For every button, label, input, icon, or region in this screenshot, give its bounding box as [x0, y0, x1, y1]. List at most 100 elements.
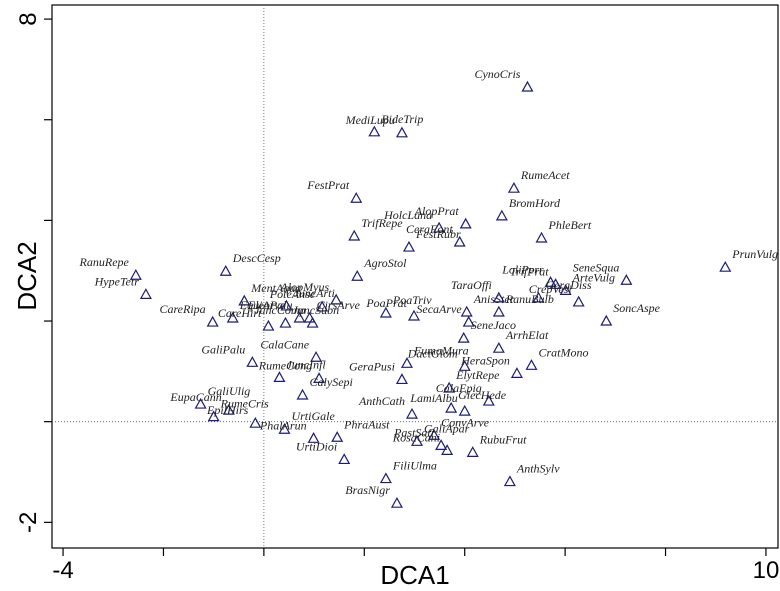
marker	[495, 209, 508, 221]
marker	[207, 410, 220, 422]
point-label: SeneSqua	[573, 260, 620, 274]
marker	[226, 311, 239, 323]
point-label: PoaPrat	[365, 296, 407, 310]
marker	[402, 240, 415, 252]
marker	[219, 264, 232, 276]
marker	[296, 388, 309, 400]
point-label: DescCesp	[232, 251, 281, 265]
marker	[458, 404, 471, 416]
point-label: FestPrat	[306, 178, 350, 192]
point-label: UrtiGale	[291, 409, 335, 423]
marker	[262, 319, 275, 331]
point-label: EpilHirs	[206, 403, 249, 417]
point-label: UrtiDioi	[296, 439, 337, 453]
marker	[433, 221, 446, 233]
marker	[206, 315, 219, 327]
marker	[453, 235, 466, 247]
point-label: CareHirt	[218, 306, 262, 320]
marker	[350, 192, 363, 203]
marker	[445, 401, 458, 413]
point-label: EleoPalu	[247, 298, 293, 312]
marker	[139, 288, 152, 299]
marker	[331, 431, 344, 442]
point-label: FumaMura	[413, 343, 469, 357]
point-label: RubuFrut	[479, 432, 527, 446]
marker	[405, 407, 419, 419]
marker	[395, 126, 408, 138]
point-label: RumeAcet	[520, 168, 570, 182]
point-label: FestRubr	[415, 227, 461, 241]
marker	[279, 316, 292, 328]
marker	[303, 311, 316, 323]
marker	[280, 299, 293, 311]
point-label: EquiArve	[239, 298, 286, 312]
point-label: CratMono	[538, 345, 588, 359]
marker	[503, 475, 516, 487]
marker	[466, 446, 479, 457]
marker	[620, 274, 633, 285]
marker	[572, 295, 585, 307]
point-label: CynoCris	[474, 67, 520, 81]
point-label: PrunVulg	[731, 247, 778, 261]
point-label: ConvArve	[441, 415, 490, 429]
marker	[428, 429, 441, 440]
point-label: LoliPerr	[501, 262, 544, 276]
point-label: AgroStol	[363, 256, 407, 270]
marker	[549, 278, 562, 289]
point-label: GlecHede	[458, 388, 507, 402]
marker	[435, 439, 448, 450]
point-label: SeneJaco	[471, 318, 516, 332]
marker	[441, 444, 454, 455]
marker	[400, 357, 413, 368]
marker	[390, 496, 403, 508]
plot-frame	[51, 4, 779, 549]
point-label: PhraAust	[343, 417, 390, 431]
marker	[368, 125, 381, 137]
marker	[521, 80, 534, 92]
marker	[535, 231, 548, 243]
point-label: BrasNigr	[345, 483, 390, 497]
point-label: CareRipa	[159, 302, 205, 316]
point-label: GaliUlig	[208, 384, 251, 398]
marker	[525, 359, 538, 370]
point-label: SoncAspe	[613, 301, 660, 315]
marker	[410, 435, 424, 446]
point-label: HeraSpon	[460, 353, 510, 367]
point-label: RanuRepe	[79, 255, 130, 269]
point-label: PoteAnse	[269, 287, 316, 301]
point-label: BideTrip	[381, 112, 423, 126]
point-label: AlopPrat	[414, 204, 460, 218]
point-label: HypeTetr	[94, 274, 140, 288]
marker	[462, 315, 475, 327]
point-label: PhleBert	[548, 218, 592, 232]
point-label: ArrhElat	[505, 328, 549, 342]
marker	[559, 284, 572, 295]
point-label: PastSati	[393, 425, 434, 439]
marker	[338, 453, 351, 465]
point-label: JuncInfl	[286, 357, 326, 371]
point-label: CirsArve	[317, 298, 361, 312]
marker	[492, 341, 505, 353]
point-label: CalySepi	[310, 375, 353, 389]
point-label: TaraOffi	[451, 278, 492, 292]
marker	[544, 276, 557, 287]
point-label: ElytRepe	[455, 368, 500, 382]
marker	[316, 300, 329, 312]
marker	[492, 291, 505, 303]
marker	[129, 269, 142, 280]
marker	[310, 351, 323, 362]
point-label: GeraPusi	[349, 359, 395, 373]
point-label: PhalArun	[259, 418, 307, 432]
marker	[719, 260, 732, 272]
marker	[246, 356, 259, 367]
point-label: MediLupu	[345, 113, 395, 127]
point-label: CeraFont	[406, 222, 453, 236]
marker	[307, 432, 320, 443]
marker	[306, 316, 319, 328]
marker	[379, 472, 392, 484]
marker	[460, 305, 473, 317]
marker	[407, 309, 421, 321]
x-tick-label: -4	[52, 557, 73, 584]
point-label: JuncArti	[293, 286, 334, 300]
marker	[395, 373, 408, 385]
